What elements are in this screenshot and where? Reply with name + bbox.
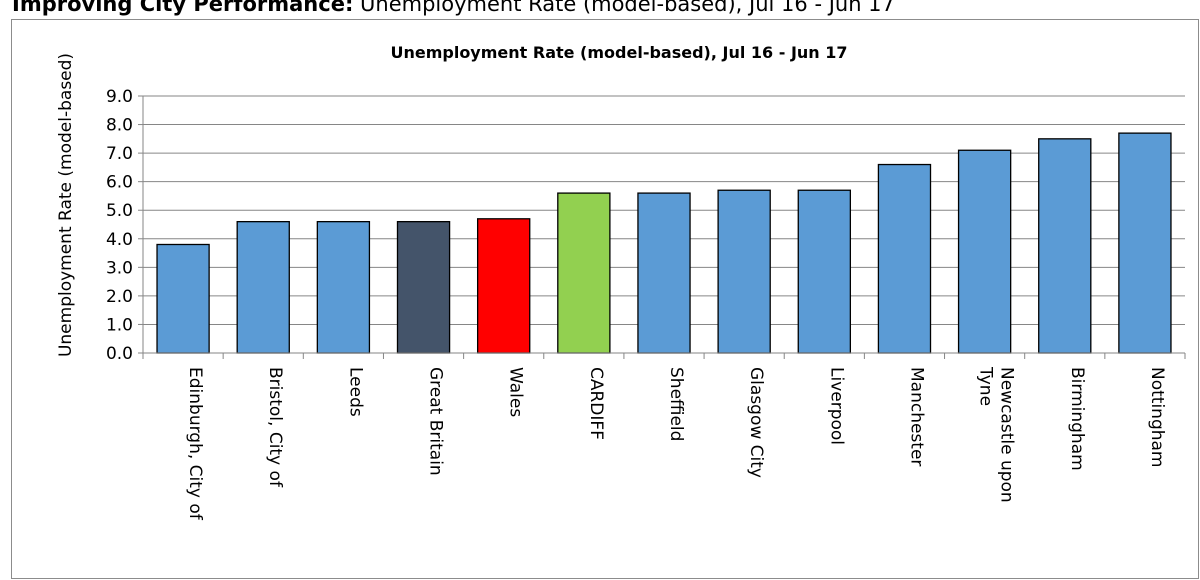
- bar-chart: Unemployment Rate (model-based), Jul 16 …: [56, 43, 1186, 521]
- x-tick-label: CARDIFF: [586, 367, 606, 440]
- x-tick-label-line: Tyne: [976, 366, 996, 406]
- x-tick-label-line: Newcastle upon: [997, 367, 1017, 503]
- chart-frame: Unemployment Rate (model-based), Jul 16 …: [11, 19, 1199, 579]
- page-heading-bold: Improving City Performance:: [12, 0, 354, 16]
- y-axis-label: Unemployment Rate (model-based): [56, 53, 76, 357]
- bar: [316, 220, 371, 354]
- x-tick-label-line: Glasgow City: [746, 367, 766, 478]
- y-tick-label: 3.0: [106, 258, 133, 278]
- y-tick-label: 6.0: [106, 173, 133, 193]
- y-tick-label: 0.0: [106, 344, 133, 364]
- x-tick-label: Nottingham: [1147, 367, 1167, 468]
- x-tick-label: Liverpool: [826, 367, 846, 445]
- bar: [557, 192, 611, 354]
- x-tick-label-line: Bristol, City of: [265, 367, 285, 488]
- x-tick-label-line: Manchester: [906, 367, 926, 466]
- x-tick-label: Birmingham: [1067, 367, 1087, 471]
- x-tick-label-line: Great Britain: [426, 367, 446, 476]
- bar: [156, 243, 210, 354]
- bar: [396, 220, 451, 354]
- x-tick-label-line: Liverpool: [826, 367, 846, 445]
- x-tick-label: Manchester: [906, 367, 926, 466]
- x-tick-label: Leeds: [345, 367, 365, 417]
- bar: [236, 220, 290, 354]
- bar: [717, 189, 771, 354]
- bar: [1038, 138, 1092, 354]
- y-tick-label: 1.0: [106, 315, 133, 335]
- bar: [797, 189, 852, 354]
- x-tick-label-line: CARDIFF: [586, 367, 606, 440]
- bar: [877, 163, 932, 354]
- bar: [1118, 132, 1172, 354]
- y-tick-label: 5.0: [106, 201, 133, 221]
- x-tick-label: Bristol, City of: [265, 367, 285, 488]
- y-tick-labels: 0.0 1.0 2.0 3.0 4.0 5.0 6.0 7.0 8.0 9.0: [106, 87, 133, 364]
- x-tick-label: Edinburgh, City of: [185, 367, 205, 521]
- axes: [138, 95, 1186, 359]
- x-tick-label-line: Wales: [506, 367, 526, 417]
- x-tick-label: Great Britain: [426, 367, 446, 476]
- x-tick-label-line: Nottingham: [1147, 367, 1167, 468]
- y-tick-label: 7.0: [106, 144, 133, 164]
- y-tick-label: 8.0: [106, 116, 133, 136]
- x-tick-labels: Edinburgh, City of Bristol, City of Leeds G…: [185, 366, 1167, 521]
- page-heading-rest: Unemployment Rate (model-based), Jul 16 …: [353, 0, 895, 16]
- page-heading: Improving City Performance: Unemployment…: [12, 0, 895, 16]
- chart-title: Unemployment Rate (model-based), Jul 16 …: [390, 43, 847, 62]
- y-tick-label: 2.0: [106, 287, 133, 307]
- x-tick-label: Glasgow City: [746, 367, 766, 478]
- bar: [957, 149, 1012, 354]
- y-tick-label: 9.0: [106, 87, 133, 107]
- x-tick-label: Sheffield: [666, 367, 686, 441]
- y-tick-label: 4.0: [106, 230, 133, 250]
- bar: [637, 192, 691, 354]
- x-tick-label-line: Leeds: [345, 367, 365, 417]
- x-tick-label-line: Birmingham: [1067, 367, 1087, 471]
- x-tick-label: Wales: [506, 367, 526, 417]
- bar: [476, 218, 531, 354]
- x-tick-label-line: Edinburgh, City of: [185, 367, 205, 521]
- x-tick-label-line: Sheffield: [666, 367, 686, 441]
- bars: [156, 132, 1172, 354]
